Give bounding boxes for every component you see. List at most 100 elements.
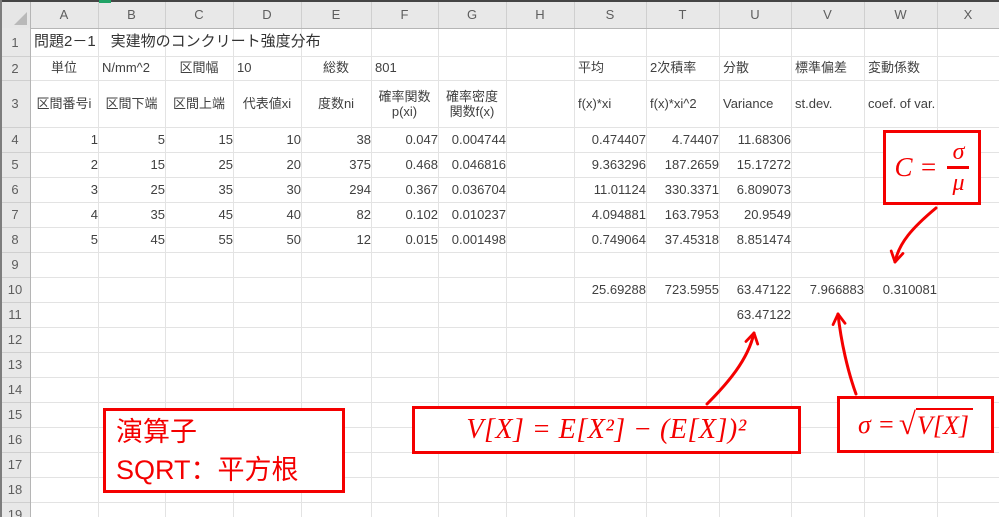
cell-U4[interactable]: 11.68306 [737,132,791,147]
row-header-12[interactable]: 12 [7,332,23,347]
stdev-formula-box[interactable]: σ = √ V[X] [837,396,994,453]
cell-F5[interactable]: 0.468 [405,157,438,172]
cell-S8[interactable]: 0.749064 [591,232,646,247]
column-header-T[interactable]: T [678,6,687,22]
cell-G3[interactable]: 確率密度 関数f(x) [445,88,498,119]
column-header-S[interactable]: S [605,6,615,22]
column-header-X[interactable]: X [963,6,973,22]
select-all-button[interactable] [0,0,30,28]
cell-D2[interactable]: 10 [237,60,252,75]
cell-T5[interactable]: 187.2659 [664,157,719,172]
cell-E3[interactable]: 度数ni [317,96,355,111]
cell-D8[interactable]: 50 [286,232,301,247]
cell-C6[interactable]: 35 [218,182,233,197]
cell-G8[interactable]: 0.001498 [451,232,506,247]
cell-A2[interactable]: 単位 [50,60,77,75]
column-header-E[interactable]: E [331,6,341,22]
cell-A1[interactable]: 問題2－1 実建物のコンクリート強度分布 [34,33,321,50]
cell-E8[interactable]: 12 [356,232,371,247]
operator-note-box[interactable]: 演算子 SQRT：平方根 [103,408,345,493]
cell-F7[interactable]: 0.102 [405,207,438,222]
column-header-D[interactable]: D [262,6,272,22]
cell-W3[interactable]: coef. of var. [868,96,936,111]
cell-U5[interactable]: 15.17272 [736,157,791,172]
row-header-5[interactable]: 5 [11,157,19,172]
cell-T4[interactable]: 4.74407 [672,132,719,147]
row-header-18[interactable]: 18 [7,482,23,497]
row-header-14[interactable]: 14 [7,382,23,397]
cell-A3[interactable]: 区間番号i [36,96,92,111]
cell-F6[interactable]: 0.367 [405,182,438,197]
cell-U7[interactable]: 20.9549 [744,207,791,222]
cell-A4[interactable]: 1 [90,132,98,147]
cell-V3[interactable]: st.dev. [795,96,833,111]
cell-S5[interactable]: 9.363296 [591,157,646,172]
cell-G6[interactable]: 0.036704 [451,182,506,197]
cell-U11[interactable]: 63.47122 [736,307,791,322]
cell-U3[interactable]: Variance [723,96,774,111]
row-header-10[interactable]: 10 [7,282,23,297]
cell-V10[interactable]: 7.966883 [809,282,864,297]
column-header-A[interactable]: A [59,6,69,22]
cell-U2[interactable]: 分散 [723,60,750,75]
cell-A5[interactable]: 2 [90,157,98,172]
cell-D4[interactable]: 10 [286,132,301,147]
cell-G4[interactable]: 0.004744 [451,132,506,147]
cell-W2[interactable]: 変動係数 [868,60,921,75]
cell-C3[interactable]: 区間上端 [172,96,225,111]
cell-T7[interactable]: 163.7953 [664,207,719,222]
cell-B5[interactable]: 15 [150,157,165,172]
coef-of-variation-formula-box[interactable]: C = σ μ [883,130,981,205]
column-header-U[interactable]: U [750,6,760,22]
cell-D5[interactable]: 20 [286,157,301,172]
row-header-13[interactable]: 13 [7,357,23,372]
cell-T10[interactable]: 723.5955 [664,282,719,297]
cell-A7[interactable]: 4 [90,207,98,222]
cell-B7[interactable]: 35 [150,207,165,222]
cell-U6[interactable]: 6.809073 [736,182,791,197]
row-header-6[interactable]: 6 [11,182,19,197]
column-header-C[interactable]: C [194,6,204,22]
cell-T8[interactable]: 37.45318 [664,232,719,247]
column-header-H[interactable]: H [535,6,545,22]
cell-D7[interactable]: 40 [286,207,301,222]
cell-S3[interactable]: f(x)*xi [578,96,612,111]
cell-E7[interactable]: 82 [356,207,371,222]
row-header-4[interactable]: 4 [11,132,19,147]
cell-C4[interactable]: 15 [218,132,233,147]
cell-S2[interactable]: 平均 [578,60,605,75]
row-header-1[interactable]: 1 [11,34,19,50]
column-header-V[interactable]: V [823,6,832,22]
cell-S6[interactable]: 11.01124 [593,182,646,197]
cell-E4[interactable]: 38 [356,132,371,147]
cell-B8[interactable]: 45 [150,232,165,247]
cell-C8[interactable]: 55 [218,232,233,247]
cell-D6[interactable]: 30 [286,182,301,197]
cell-C5[interactable]: 25 [218,157,233,172]
cell-F4[interactable]: 0.047 [405,132,438,147]
cell-B2[interactable]: N/mm^2 [102,60,150,75]
row-header-9[interactable]: 9 [11,257,19,272]
variance-formula-box[interactable]: V[X] = E[X²] − (E[X])² [412,406,801,454]
cell-B4[interactable]: 5 [157,132,165,147]
cell-G7[interactable]: 0.010237 [451,207,506,222]
cell-A6[interactable]: 3 [90,182,98,197]
row-header-19[interactable]: 19 [7,507,23,517]
row-header-7[interactable]: 7 [11,207,19,222]
cell-T6[interactable]: 330.3371 [664,182,719,197]
cell-S7[interactable]: 4.094881 [591,207,646,222]
cell-C2[interactable]: 区間幅 [179,60,219,75]
cell-A8[interactable]: 5 [90,232,98,247]
cell-W10[interactable]: 0.310081 [882,282,937,297]
cell-F2[interactable]: 801 [375,60,397,75]
cell-G5[interactable]: 0.046816 [451,157,506,172]
column-header-F[interactable]: F [400,6,409,22]
cell-C7[interactable]: 45 [218,207,233,222]
cell-B6[interactable]: 25 [150,182,165,197]
cell-T2[interactable]: 2次積率 [650,60,697,75]
cell-F8[interactable]: 0.015 [405,232,438,247]
cell-E5[interactable]: 375 [349,157,371,172]
cell-D3[interactable]: 代表値xi [242,96,292,111]
row-header-11[interactable]: 11 [8,307,22,322]
row-header-8[interactable]: 8 [11,232,19,247]
